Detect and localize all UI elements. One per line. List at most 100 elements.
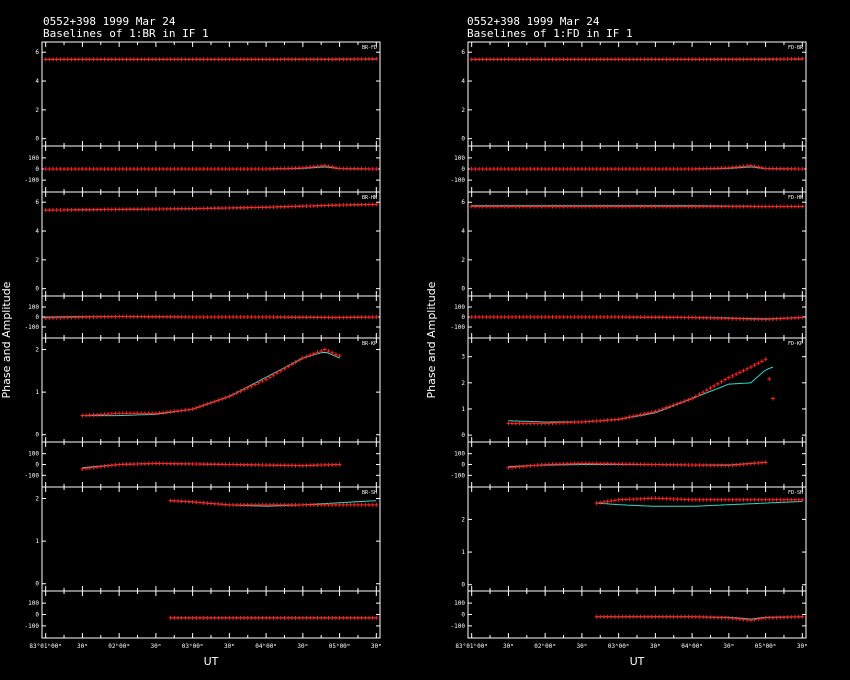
data-point xyxy=(664,57,669,62)
data-point xyxy=(605,418,610,423)
data-point xyxy=(260,462,265,467)
data-point xyxy=(671,496,676,501)
data-point xyxy=(366,615,371,620)
data-point xyxy=(495,167,500,171)
data-point xyxy=(220,315,225,319)
data-point xyxy=(242,502,247,507)
data-point xyxy=(216,206,221,211)
data-point xyxy=(664,167,669,171)
data-point xyxy=(616,167,621,171)
data-point xyxy=(319,164,324,169)
data-point xyxy=(209,462,213,467)
data-point xyxy=(730,463,735,468)
data-point xyxy=(319,315,324,320)
data-point xyxy=(690,167,695,171)
data-point xyxy=(344,615,349,620)
data-point xyxy=(146,461,151,466)
x-tick-label: 05ʰ00ᵐ xyxy=(755,643,777,650)
data-point xyxy=(223,502,228,507)
data-point xyxy=(256,205,261,210)
data-point xyxy=(304,204,309,209)
data-point xyxy=(153,411,158,416)
data-point xyxy=(535,57,540,62)
data-point xyxy=(679,167,684,171)
data-point xyxy=(201,57,206,62)
data-point xyxy=(201,615,206,620)
data-point xyxy=(671,315,676,320)
data-point xyxy=(128,57,133,62)
data-point xyxy=(359,315,364,320)
data-point xyxy=(197,206,202,211)
data-point xyxy=(146,207,151,212)
data-point xyxy=(484,167,489,171)
data-point xyxy=(227,57,232,62)
data-point xyxy=(734,462,739,467)
data-point xyxy=(686,397,691,402)
data-point xyxy=(253,167,258,171)
data-point xyxy=(623,614,628,619)
data-point xyxy=(756,497,761,502)
data-point xyxy=(627,167,632,171)
data-point xyxy=(767,497,772,502)
data-point xyxy=(752,57,757,62)
data-point xyxy=(524,315,529,319)
data-point xyxy=(231,462,236,467)
data-point xyxy=(186,167,191,171)
data-point xyxy=(106,167,111,171)
y-tick-label: 0 xyxy=(461,314,465,321)
y-tick-label: 2 xyxy=(461,516,465,523)
data-point xyxy=(524,421,529,426)
data-point xyxy=(800,56,805,61)
data-point xyxy=(649,315,654,320)
data-point xyxy=(242,615,247,620)
data-point xyxy=(264,167,269,171)
data-point xyxy=(267,463,272,468)
data-point xyxy=(304,57,309,62)
data-point xyxy=(150,314,155,319)
data-point xyxy=(690,614,695,619)
data-point xyxy=(546,204,551,209)
data-point xyxy=(759,204,764,209)
data-point xyxy=(708,166,713,171)
data-point xyxy=(186,499,191,504)
data-point xyxy=(209,400,213,405)
data-point xyxy=(363,202,368,207)
data-point xyxy=(609,204,614,209)
data-point xyxy=(76,57,81,62)
data-point xyxy=(73,315,78,320)
data-point xyxy=(227,394,232,399)
y-tick-label: 0 xyxy=(35,432,39,439)
data-point xyxy=(653,204,658,209)
data-point xyxy=(657,496,662,501)
data-point xyxy=(800,167,805,171)
data-point xyxy=(701,390,706,395)
data-point xyxy=(348,57,353,62)
x-tick-label: 83°01ʰ00ᵐ xyxy=(455,643,488,650)
data-point xyxy=(260,57,265,62)
data-point xyxy=(227,462,232,467)
data-point xyxy=(102,167,107,171)
data-point xyxy=(712,57,717,62)
data-point xyxy=(690,204,695,209)
data-point xyxy=(348,166,353,171)
data-point xyxy=(524,167,529,171)
data-point xyxy=(473,204,478,209)
data-point xyxy=(179,499,184,504)
data-point xyxy=(253,462,258,467)
data-point xyxy=(623,204,628,209)
data-point xyxy=(43,167,48,171)
data-point xyxy=(609,315,614,319)
data-point xyxy=(256,615,261,620)
data-point xyxy=(227,167,232,171)
data-point xyxy=(708,497,713,502)
data-point xyxy=(693,614,698,619)
data-point xyxy=(289,204,294,209)
data-point xyxy=(43,316,48,320)
data-point xyxy=(98,57,103,62)
data-point xyxy=(660,614,665,619)
data-point xyxy=(723,497,728,502)
data-point xyxy=(535,421,540,426)
data-point xyxy=(642,496,647,501)
data-point xyxy=(590,204,595,209)
data-point xyxy=(311,315,316,320)
